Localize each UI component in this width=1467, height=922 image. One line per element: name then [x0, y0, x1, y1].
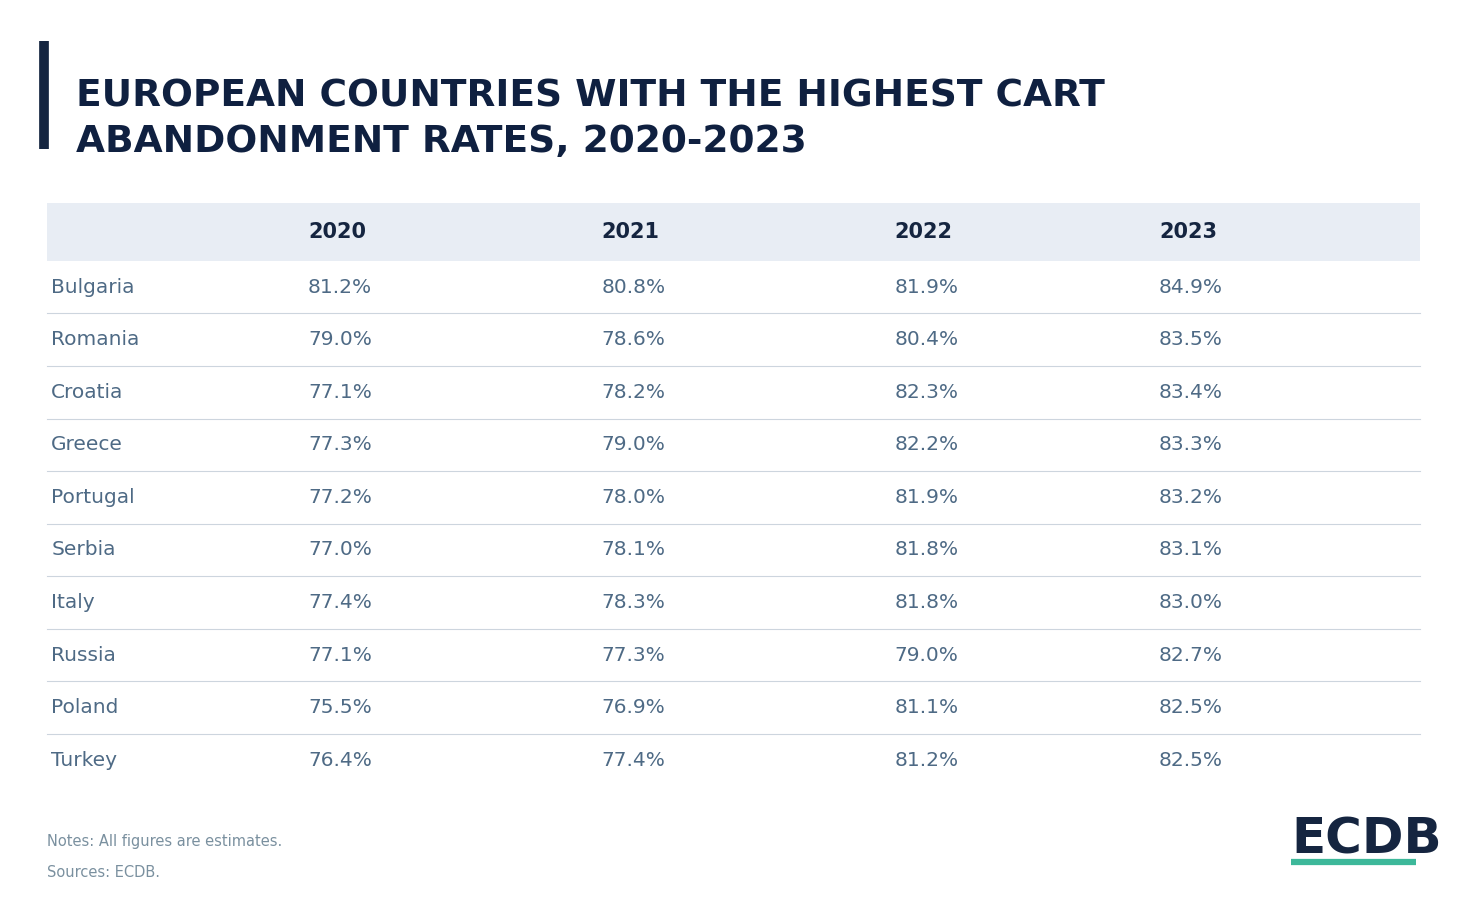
Text: 77.4%: 77.4%	[308, 593, 373, 612]
Text: 81.2%: 81.2%	[895, 751, 959, 770]
Text: 75.5%: 75.5%	[308, 698, 371, 717]
Text: 2021: 2021	[601, 222, 660, 242]
Text: 77.4%: 77.4%	[601, 751, 666, 770]
Text: 82.5%: 82.5%	[1159, 751, 1223, 770]
Text: 77.1%: 77.1%	[308, 383, 373, 402]
Text: 2023: 2023	[1159, 222, 1218, 242]
Text: ECDB: ECDB	[1291, 816, 1442, 864]
Text: 78.6%: 78.6%	[601, 330, 666, 349]
Text: 2022: 2022	[895, 222, 954, 242]
Text: Sources: ECDB.: Sources: ECDB.	[47, 865, 160, 880]
Text: 80.4%: 80.4%	[895, 330, 959, 349]
Text: Italy: Italy	[51, 593, 95, 612]
Text: 77.2%: 77.2%	[308, 488, 373, 507]
Text: 77.3%: 77.3%	[308, 435, 371, 455]
Text: Russia: Russia	[51, 645, 116, 665]
Text: 78.2%: 78.2%	[601, 383, 666, 402]
Text: 80.8%: 80.8%	[601, 278, 666, 297]
FancyBboxPatch shape	[47, 203, 1420, 261]
Text: 82.3%: 82.3%	[895, 383, 959, 402]
Text: Portugal: Portugal	[51, 488, 135, 507]
Text: Bulgaria: Bulgaria	[51, 278, 135, 297]
Text: 79.0%: 79.0%	[601, 435, 666, 455]
Text: 83.3%: 83.3%	[1159, 435, 1223, 455]
Text: Greece: Greece	[51, 435, 123, 455]
Text: 77.3%: 77.3%	[601, 645, 665, 665]
Text: 77.0%: 77.0%	[308, 540, 373, 560]
Text: 83.0%: 83.0%	[1159, 593, 1223, 612]
Text: 81.1%: 81.1%	[895, 698, 959, 717]
Text: Croatia: Croatia	[51, 383, 123, 402]
Text: 82.2%: 82.2%	[895, 435, 959, 455]
Text: 79.0%: 79.0%	[895, 645, 959, 665]
Text: 79.0%: 79.0%	[308, 330, 373, 349]
Text: 78.1%: 78.1%	[601, 540, 666, 560]
Text: 76.4%: 76.4%	[308, 751, 373, 770]
Text: 83.1%: 83.1%	[1159, 540, 1223, 560]
Text: 81.2%: 81.2%	[308, 278, 373, 297]
Text: Romania: Romania	[51, 330, 139, 349]
Text: 83.5%: 83.5%	[1159, 330, 1223, 349]
Text: Serbia: Serbia	[51, 540, 116, 560]
Text: EUROPEAN COUNTRIES WITH THE HIGHEST CART: EUROPEAN COUNTRIES WITH THE HIGHEST CART	[76, 78, 1105, 114]
Text: 2020: 2020	[308, 222, 367, 242]
Text: 78.3%: 78.3%	[601, 593, 666, 612]
Text: 83.2%: 83.2%	[1159, 488, 1223, 507]
Text: 81.9%: 81.9%	[895, 488, 959, 507]
Text: 81.8%: 81.8%	[895, 540, 959, 560]
Text: 81.9%: 81.9%	[895, 278, 959, 297]
Text: 84.9%: 84.9%	[1159, 278, 1223, 297]
Text: 82.7%: 82.7%	[1159, 645, 1223, 665]
Text: 82.5%: 82.5%	[1159, 698, 1223, 717]
Text: 77.1%: 77.1%	[308, 645, 373, 665]
Text: ABANDONMENT RATES, 2020-2023: ABANDONMENT RATES, 2020-2023	[76, 124, 807, 160]
Text: Turkey: Turkey	[51, 751, 117, 770]
Text: 81.8%: 81.8%	[895, 593, 959, 612]
Text: 78.0%: 78.0%	[601, 488, 666, 507]
Text: Poland: Poland	[51, 698, 119, 717]
Text: 83.4%: 83.4%	[1159, 383, 1223, 402]
Text: Notes: All figures are estimates.: Notes: All figures are estimates.	[47, 834, 282, 849]
Text: 76.9%: 76.9%	[601, 698, 665, 717]
